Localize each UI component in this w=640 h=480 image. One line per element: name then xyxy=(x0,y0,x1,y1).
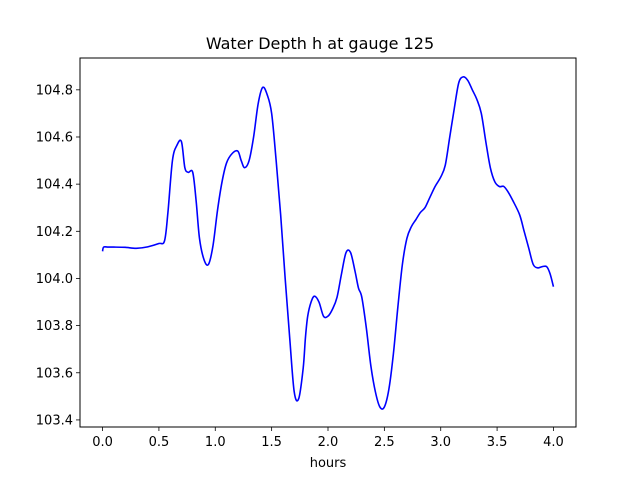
x-tick-label: 0.5 xyxy=(149,435,170,450)
x-tick-label: 0.0 xyxy=(92,435,113,450)
plot-area xyxy=(80,58,576,427)
y-tick-label: 103.4 xyxy=(36,413,73,428)
series-line xyxy=(101,76,555,410)
y-tick-label: 104.0 xyxy=(36,272,73,287)
y-axis: 103.4 103.6 103.8 104.0 104.2 104.4 104.6 104.8 xyxy=(36,83,80,428)
x-tick-label: 2.0 xyxy=(318,435,339,450)
x-tick-label: 3.0 xyxy=(430,435,451,450)
chart-title: Water Depth h at gauge 125 xyxy=(206,34,434,53)
y-tick-label: 104.2 xyxy=(36,225,73,240)
x-axis: 0.0 0.5 1.0 1.5 2.0 2.5 3.0 3.5 4.0 xyxy=(92,427,564,450)
x-axis-label: hours xyxy=(310,456,347,471)
y-tick-label: 103.6 xyxy=(36,366,73,381)
y-tick-label: 103.8 xyxy=(36,319,73,334)
y-tick-label: 104.6 xyxy=(36,130,73,145)
y-tick-label: 104.8 xyxy=(36,83,73,98)
series-layer xyxy=(101,76,555,410)
x-tick-label: 1.0 xyxy=(205,435,226,450)
x-tick-label: 4.0 xyxy=(543,435,564,450)
x-tick-label: 1.5 xyxy=(261,435,282,450)
x-tick-label: 2.5 xyxy=(374,435,395,450)
x-tick-label: 3.5 xyxy=(487,435,508,450)
y-tick-label: 104.4 xyxy=(36,178,73,193)
